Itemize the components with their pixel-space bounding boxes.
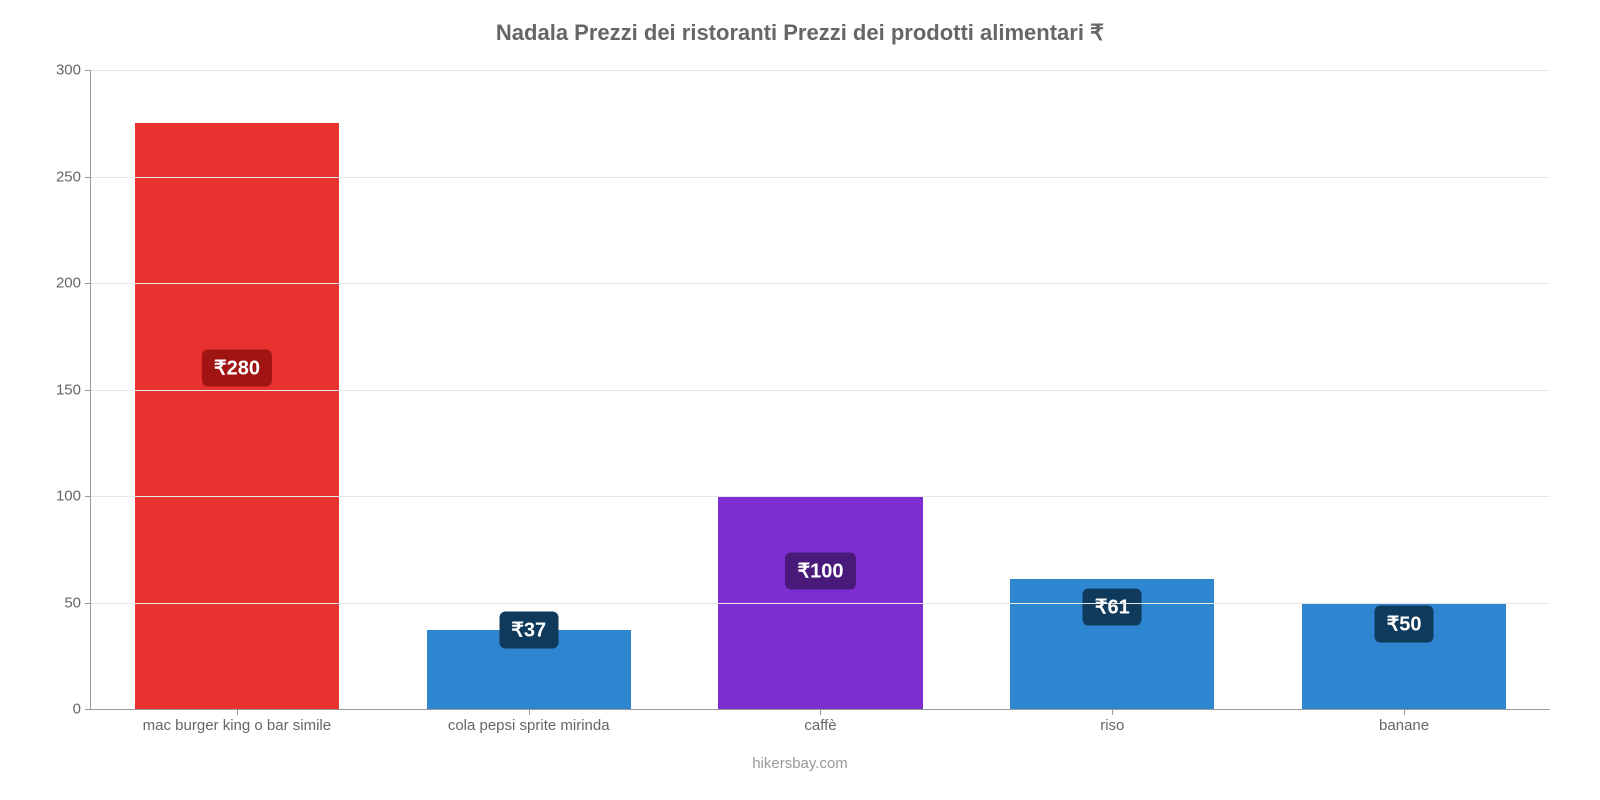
- gridline: [91, 283, 1550, 284]
- y-tick-label: 250: [56, 168, 91, 185]
- x-tick-label: cola pepsi sprite mirinda: [448, 709, 610, 734]
- x-tick-label: banane: [1379, 709, 1429, 734]
- footer-credit: hikersbay.com: [20, 755, 1580, 772]
- y-tick-label: 150: [56, 381, 91, 398]
- y-tick-label: 300: [56, 62, 91, 79]
- chart-container: Nadala Prezzi dei ristoranti Prezzi dei …: [20, 20, 1580, 780]
- bar-value-label: ₹61: [1083, 588, 1142, 625]
- y-tick-label: 100: [56, 488, 91, 505]
- gridline: [91, 70, 1550, 71]
- y-tick-label: 200: [56, 275, 91, 292]
- bar: ₹61: [1010, 579, 1214, 709]
- x-tick-label: mac burger king o bar simile: [143, 709, 331, 734]
- gridline: [91, 603, 1550, 604]
- gridline: [91, 177, 1550, 178]
- bar: ₹280: [135, 123, 339, 709]
- bar-value-label: ₹50: [1375, 605, 1434, 642]
- plot-area: ₹280mac burger king o bar simile₹37cola …: [90, 70, 1550, 710]
- bar-value-label: ₹37: [499, 612, 558, 649]
- gridline: [91, 496, 1550, 497]
- x-tick-label: caffè: [804, 709, 836, 734]
- y-tick-label: 50: [64, 594, 91, 611]
- gridline: [91, 390, 1550, 391]
- chart-title: Nadala Prezzi dei ristoranti Prezzi dei …: [20, 20, 1580, 46]
- bar: ₹37: [427, 630, 631, 709]
- bar-value-label: ₹100: [785, 552, 855, 589]
- y-tick-label: 0: [73, 701, 91, 718]
- bar: ₹50: [1302, 603, 1506, 710]
- x-tick-label: riso: [1100, 709, 1124, 734]
- bar-value-label: ₹280: [202, 350, 272, 387]
